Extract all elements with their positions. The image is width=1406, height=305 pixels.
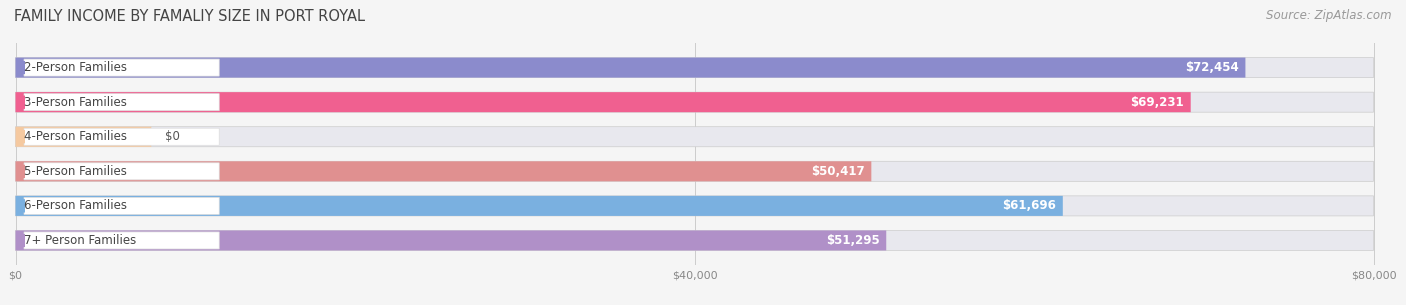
FancyBboxPatch shape <box>15 231 1374 250</box>
FancyBboxPatch shape <box>24 128 219 145</box>
FancyBboxPatch shape <box>15 127 152 147</box>
Text: 3-Person Families: 3-Person Families <box>24 96 127 109</box>
Text: $72,454: $72,454 <box>1185 61 1239 74</box>
FancyBboxPatch shape <box>15 196 1374 216</box>
FancyBboxPatch shape <box>15 161 872 181</box>
FancyBboxPatch shape <box>15 92 1374 112</box>
FancyBboxPatch shape <box>15 161 1374 181</box>
Text: $69,231: $69,231 <box>1130 96 1184 109</box>
Text: $50,417: $50,417 <box>811 165 865 178</box>
FancyBboxPatch shape <box>15 92 1191 112</box>
Text: 4-Person Families: 4-Person Families <box>24 130 127 143</box>
FancyBboxPatch shape <box>24 232 219 249</box>
Text: Source: ZipAtlas.com: Source: ZipAtlas.com <box>1267 9 1392 22</box>
FancyBboxPatch shape <box>15 231 886 250</box>
Text: FAMILY INCOME BY FAMALIY SIZE IN PORT ROYAL: FAMILY INCOME BY FAMALIY SIZE IN PORT RO… <box>14 9 366 24</box>
Text: 2-Person Families: 2-Person Families <box>24 61 127 74</box>
FancyBboxPatch shape <box>24 59 219 76</box>
FancyBboxPatch shape <box>24 163 219 180</box>
Text: $0: $0 <box>165 130 180 143</box>
Text: 5-Person Families: 5-Person Families <box>24 165 127 178</box>
FancyBboxPatch shape <box>24 94 219 111</box>
Text: $61,696: $61,696 <box>1002 199 1056 212</box>
FancyBboxPatch shape <box>24 197 219 214</box>
Text: 6-Person Families: 6-Person Families <box>24 199 127 212</box>
FancyBboxPatch shape <box>15 58 1374 77</box>
FancyBboxPatch shape <box>15 196 1063 216</box>
Text: $51,295: $51,295 <box>825 234 880 247</box>
Text: 7+ Person Families: 7+ Person Families <box>24 234 136 247</box>
FancyBboxPatch shape <box>15 127 1374 147</box>
FancyBboxPatch shape <box>15 58 1246 77</box>
